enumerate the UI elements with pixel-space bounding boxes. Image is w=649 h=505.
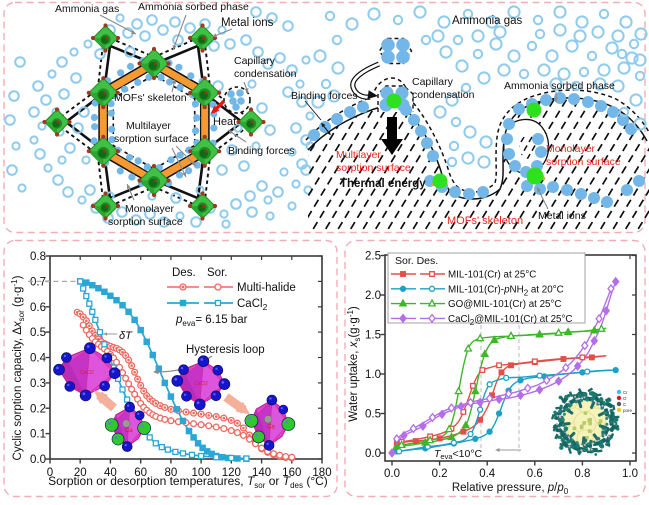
svg-text:Cr: Cr (623, 390, 628, 395)
svg-text:GO@MIL-101(Cr) at 25°C: GO@MIL-101(Cr) at 25°C (448, 299, 562, 310)
svg-text:0.8: 0.8 (574, 468, 590, 480)
svg-text:0.2: 0.2 (432, 468, 448, 480)
svg-text:0.0: 0.0 (30, 454, 46, 466)
svg-text:0.7: 0.7 (30, 276, 46, 288)
svg-text:MIL-101(Cr) at 25°C: MIL-101(Cr) at 25°C (448, 270, 536, 281)
svg-text:O: O (623, 396, 627, 401)
svg-text:Hysteresis loop: Hysteresis loop (186, 344, 265, 356)
svg-text:Sor.: Sor. (207, 267, 227, 279)
svg-text:0.5: 0.5 (30, 327, 46, 339)
svg-text:condensation: condensation (412, 89, 475, 101)
svg-text:0.4: 0.4 (30, 353, 47, 365)
svg-text:Sorption or desorption tempera: Sorption or desorption temperatures, Tso… (48, 474, 328, 490)
svg-text:Heat: Heat (213, 116, 236, 128)
svg-text:0.4: 0.4 (479, 468, 496, 480)
svg-text:CaCl2@MIL-101(Cr) at 25°C: CaCl2@MIL-101(Cr) at 25°C (448, 314, 573, 327)
svg-text:Binding forces: Binding forces (228, 145, 295, 157)
svg-text:MOFs' skeleton: MOFs' skeleton (114, 92, 187, 104)
svg-text:δT: δT (119, 330, 133, 342)
svg-text:1.5: 1.5 (365, 330, 381, 342)
svg-text:Ammonia sorbed phase: Ammonia sorbed phase (138, 1, 249, 13)
svg-text:CaCl2: CaCl2 (80, 370, 94, 376)
svg-text:0.2: 0.2 (30, 403, 46, 415)
svg-text:0.5: 0.5 (365, 409, 381, 421)
svg-text:2.0: 2.0 (365, 290, 381, 302)
svg-text:Binding forces: Binding forces (291, 90, 358, 102)
svg-text:0.6: 0.6 (527, 468, 543, 480)
svg-text:0.3: 0.3 (30, 378, 46, 390)
svg-text:Cyclic sorption capacity, Δxso: Cyclic sorption capacity, Δxsor (g·g-1) (10, 275, 26, 460)
svg-text:Multilayer: Multilayer (336, 149, 381, 161)
svg-text:Ca: Ca (125, 428, 133, 434)
svg-text:Sor. Des.: Sor. Des. (395, 255, 438, 267)
svg-text:Monolayer: Monolayer (546, 143, 596, 155)
svg-text:0.8: 0.8 (30, 251, 46, 263)
svg-text:Monolayer: Monolayer (125, 203, 175, 215)
svg-text:condensation: condensation (234, 68, 297, 80)
svg-text:Capillary: Capillary (412, 76, 454, 88)
svg-text:MOFs' skeleton: MOFs' skeleton (447, 215, 523, 227)
svg-text:2.5: 2.5 (365, 251, 381, 263)
svg-text:sorption surface: sorption surface (114, 133, 189, 145)
svg-text:Ammonia sorbed phase: Ammonia sorbed phase (504, 80, 615, 92)
svg-text:Capillary: Capillary (234, 55, 276, 67)
svg-text:0.6: 0.6 (30, 302, 46, 314)
svg-text:Ammonia gas: Ammonia gas (452, 15, 523, 27)
svg-text:Multi-halide: Multi-halide (237, 282, 296, 294)
svg-text:pore: pore (623, 408, 633, 413)
svg-text:Thermal energy: Thermal energy (340, 178, 426, 190)
svg-text:CaCl2: CaCl2 (194, 381, 208, 387)
svg-text:0.0: 0.0 (365, 448, 381, 460)
svg-text:sorption surface: sorption surface (336, 162, 411, 174)
svg-text:0.1: 0.1 (30, 429, 46, 441)
svg-text:1.0: 1.0 (365, 369, 381, 381)
svg-text:1.0: 1.0 (622, 468, 638, 480)
svg-text:Water uptake, xs(g·g-1): Water uptake, xs(g·g-1) (346, 306, 362, 422)
svg-text:0.0: 0.0 (384, 468, 400, 480)
svg-text:Ca: Ca (267, 425, 275, 431)
svg-text:Relative pressure, p/p0: Relative pressure, p/p0 (452, 482, 569, 496)
svg-text:Metal ions: Metal ions (538, 210, 586, 222)
svg-text:MIL-101(Cr)-pNH2 at 20°C: MIL-101(Cr)-pNH2 at 20°C (448, 284, 564, 297)
svg-text:sorption surface: sorption surface (546, 156, 621, 168)
svg-text:Des.: Des. (172, 267, 196, 279)
svg-text:Metal ions: Metal ions (221, 17, 274, 29)
svg-text:Multilayer: Multilayer (126, 120, 171, 132)
svg-text:Ammonia gas: Ammonia gas (55, 3, 119, 15)
svg-text:sorption surface: sorption surface (108, 216, 183, 228)
